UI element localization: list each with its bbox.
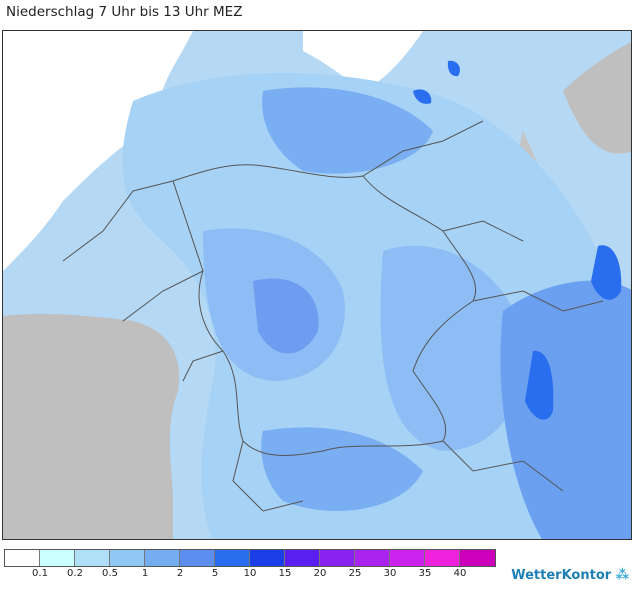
legend-swatch bbox=[40, 550, 75, 566]
legend-tick-label: 25 bbox=[348, 568, 362, 579]
legend-swatch bbox=[5, 550, 40, 566]
map-title: Niederschlag 7 Uhr bis 13 Uhr MEZ bbox=[6, 4, 243, 20]
brand-logo: WetterKontor ⁂ bbox=[511, 568, 629, 583]
legend-tick-label: 0.5 bbox=[102, 568, 118, 579]
legend-swatch bbox=[355, 550, 390, 566]
legend-tick-label: 5 bbox=[211, 568, 219, 579]
legend-swatch bbox=[285, 550, 320, 566]
legend-tick-label: 40 bbox=[453, 568, 467, 579]
legend-tick-label: 30 bbox=[383, 568, 397, 579]
legend-ticks: 0.1 0.2 0.5 1 2 5 10 15 20 25 30 35 40 bbox=[4, 568, 504, 582]
legend-swatch bbox=[180, 550, 215, 566]
legend-tick-label: 15 bbox=[278, 568, 292, 579]
legend-tick-label: 20 bbox=[313, 568, 327, 579]
brand-text: WetterKontor bbox=[511, 568, 612, 583]
legend-tick-label: 1 bbox=[141, 568, 149, 579]
legend-swatch bbox=[75, 550, 110, 566]
legend-tick-label: 10 bbox=[243, 568, 257, 579]
color-legend bbox=[4, 549, 496, 567]
legend-swatch bbox=[215, 550, 250, 566]
legend-swatch bbox=[390, 550, 425, 566]
legend-swatch bbox=[425, 550, 460, 566]
brand-mark-icon: ⁂ bbox=[615, 568, 629, 583]
legend-tick-label: 0.2 bbox=[67, 568, 83, 579]
legend-swatch bbox=[460, 550, 495, 566]
legend-tick-label: 0.1 bbox=[32, 568, 48, 579]
legend-swatch bbox=[250, 550, 285, 566]
legend-tick-label: 35 bbox=[418, 568, 432, 579]
legend-swatch bbox=[145, 550, 180, 566]
legend-swatch bbox=[110, 550, 145, 566]
legend-tick-label: 2 bbox=[176, 568, 184, 579]
precipitation-map bbox=[2, 30, 632, 540]
legend-swatch bbox=[320, 550, 355, 566]
